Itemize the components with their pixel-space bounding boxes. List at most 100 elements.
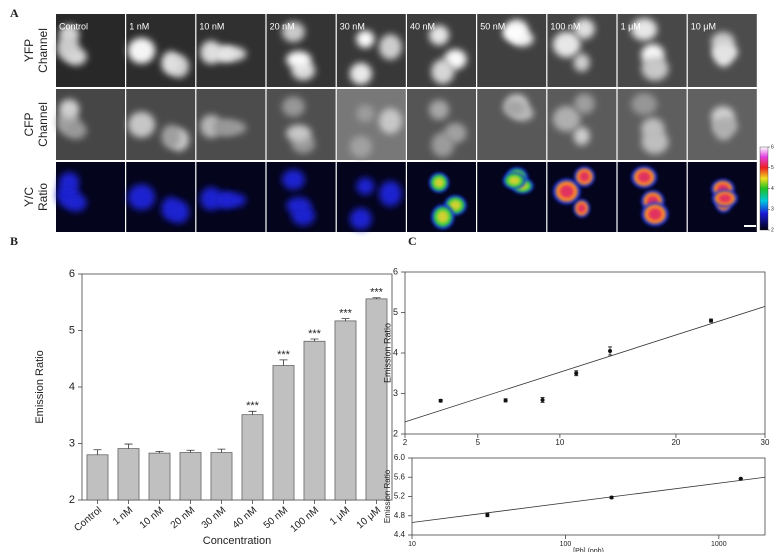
- cell: [282, 169, 305, 190]
- micrograph: [266, 162, 336, 232]
- data-point: [574, 371, 579, 376]
- colorbar-tick-label: 3: [771, 207, 774, 213]
- error-bar: [341, 318, 350, 321]
- cell: [434, 177, 445, 188]
- micrograph: [617, 14, 687, 87]
- x-tick-label: 1 nM: [111, 505, 135, 528]
- data-point: [709, 318, 714, 323]
- cell: [437, 210, 449, 224]
- column-label: 10 μM: [691, 21, 716, 31]
- y-tick-label: 6: [69, 268, 75, 280]
- cell: [161, 51, 181, 75]
- error-bar: [217, 448, 226, 453]
- cell: [378, 180, 402, 207]
- micrograph: [407, 89, 476, 160]
- plot-frame: [411, 457, 766, 536]
- cell: [286, 197, 312, 215]
- error-bar: [186, 449, 195, 453]
- cell: [641, 56, 669, 81]
- cell: [579, 171, 590, 182]
- cell: [431, 132, 455, 158]
- x-tick-label: 1000: [711, 541, 727, 548]
- cell: [356, 30, 375, 48]
- micrograph: [196, 162, 266, 232]
- y-axis-label: Emission Ratio: [34, 350, 46, 423]
- plot-frame: [404, 271, 766, 435]
- micrograph: [547, 162, 617, 232]
- micrograph: [477, 14, 547, 87]
- cell: [552, 105, 581, 132]
- bar: [210, 452, 233, 501]
- x-tick-label: 5: [476, 438, 481, 447]
- cell: [574, 93, 595, 114]
- micrograph: [56, 89, 125, 160]
- cell: [65, 47, 87, 66]
- cell: [429, 99, 450, 120]
- y-tick-label: 2: [69, 494, 75, 506]
- cell: [349, 135, 372, 158]
- colorbar-tick-label: 2: [771, 227, 774, 233]
- column-label: Control: [59, 21, 88, 31]
- micrograph: [407, 14, 476, 87]
- y-tick-label: 4.4: [394, 530, 406, 539]
- micrograph: [56, 162, 125, 232]
- cell: [577, 203, 586, 213]
- colorbar-tick-label: 6: [771, 144, 774, 150]
- row-label: Ratio: [36, 183, 50, 211]
- micrograph: [336, 14, 406, 87]
- cell: [559, 184, 574, 198]
- cell: [282, 96, 305, 117]
- significance-label: ***: [246, 400, 260, 412]
- significance-label: ***: [277, 349, 291, 361]
- colorbar: [759, 146, 769, 231]
- cell: [508, 176, 521, 185]
- x-tick-label: 20: [671, 438, 680, 447]
- panel-label: B: [10, 234, 18, 248]
- cell: [65, 121, 87, 140]
- cell: [356, 177, 375, 195]
- panel-label: A: [10, 6, 19, 20]
- error-bar: [248, 410, 257, 415]
- column-label: 1 μM: [621, 21, 641, 31]
- cell: [502, 24, 526, 42]
- x-tick-label: 10 μM: [355, 505, 384, 531]
- x-tick-label: 30 nM: [200, 505, 228, 531]
- cell: [213, 45, 236, 63]
- data-point: [609, 495, 614, 500]
- significance-label: ***: [308, 328, 322, 340]
- micrograph: [617, 89, 687, 160]
- micrograph: [477, 162, 547, 232]
- cell: [712, 43, 738, 61]
- bar: [272, 365, 295, 501]
- cell: [59, 24, 80, 44]
- x-tick-label: 10 nM: [138, 505, 166, 531]
- cell: [449, 200, 461, 211]
- bar: [86, 454, 109, 501]
- micrograph: [336, 89, 406, 160]
- panel-label: C: [408, 234, 417, 248]
- y-tick-label: 5.6: [394, 472, 406, 481]
- y-tick-label: 6.0: [394, 453, 406, 462]
- bar: [148, 452, 171, 501]
- bar: [117, 448, 140, 501]
- cell: [429, 25, 450, 46]
- y-tick-label: 5: [69, 324, 75, 336]
- column-label: 50 nM: [480, 21, 505, 31]
- cell: [127, 37, 156, 64]
- bar: [241, 414, 264, 501]
- micrograph: [266, 14, 336, 87]
- bar: [334, 320, 357, 501]
- micrograph: [547, 89, 617, 160]
- data-point: [738, 476, 743, 481]
- micrograph: [687, 89, 757, 160]
- y-axis-label: Emission Ratio: [382, 323, 392, 383]
- x-tick-label: 100 nM: [289, 505, 322, 535]
- cell: [378, 34, 402, 60]
- column-label: 20 nM: [270, 21, 295, 31]
- x-tick-label: Control: [72, 505, 104, 534]
- cell: [552, 31, 581, 58]
- x-tick-label: 10: [555, 438, 564, 447]
- cell: [161, 124, 181, 149]
- micrograph: [196, 89, 266, 160]
- fit-line: [404, 306, 766, 423]
